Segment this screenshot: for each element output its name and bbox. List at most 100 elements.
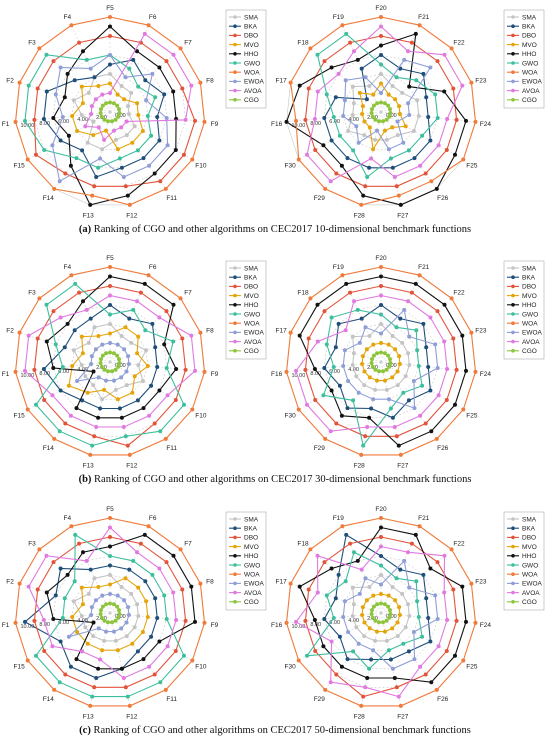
data-point-AVOA — [26, 584, 31, 589]
series-line-GWO — [35, 533, 185, 698]
data-point-HHO — [91, 620, 96, 625]
data-point-BKA — [155, 115, 160, 119]
data-point-EWOA — [100, 342, 105, 347]
data-point-CGO — [98, 361, 103, 365]
series-line-EWOA — [342, 59, 432, 150]
data-point-HHO — [152, 171, 157, 176]
data-point-GWO — [337, 133, 342, 138]
data-point-AVOA — [147, 664, 152, 669]
series-DBO — [32, 284, 188, 448]
series-EWOA — [50, 53, 170, 184]
legend-marker — [233, 79, 237, 84]
legend-marker — [511, 61, 515, 65]
data-point-MVO — [145, 364, 150, 368]
data-point-MVO — [75, 129, 80, 133]
data-point-BKA — [119, 165, 124, 170]
data-point-HHO — [51, 116, 56, 120]
data-point-DBO — [363, 434, 368, 439]
data-point-SMA — [379, 72, 383, 76]
data-point-CGO — [373, 367, 378, 372]
data-point-EWOA — [411, 630, 416, 634]
data-point-EWOA — [121, 175, 126, 179]
legend-label-DBO: DBO — [522, 284, 536, 291]
data-point-DBO — [306, 336, 311, 341]
data-point-MVO — [104, 128, 108, 133]
data-point-MVO — [379, 592, 383, 596]
data-point-GWO — [44, 302, 49, 307]
axis-label-F22: F22 — [453, 290, 465, 297]
data-point-GWO — [34, 653, 38, 658]
data-point-GWO — [73, 281, 78, 286]
data-point-EWOA — [126, 362, 131, 366]
series-WOA — [284, 516, 478, 708]
axis-label-F2: F2 — [6, 78, 14, 85]
data-point-BKA — [150, 321, 155, 326]
legend-label-DBO: DBO — [522, 33, 536, 40]
data-point-SMA — [367, 585, 372, 589]
data-point-WOA — [469, 330, 474, 335]
data-point-GWO — [60, 616, 65, 620]
data-point-BKA — [98, 406, 103, 411]
data-point-SMA — [411, 129, 416, 133]
data-point-WOA — [198, 581, 203, 586]
data-point-AVOA — [93, 97, 98, 102]
data-point-GWO — [352, 550, 356, 555]
legend-marker — [511, 52, 515, 56]
data-point-DBO — [394, 184, 399, 189]
data-point-EWOA — [75, 379, 80, 383]
data-point-WOA — [296, 658, 301, 663]
data-point-DBO — [51, 309, 56, 314]
legend-marker — [233, 24, 237, 29]
data-point-MVO — [371, 147, 376, 152]
data-point-SMA — [350, 614, 355, 618]
series-AVOA — [26, 525, 179, 680]
axis-label-F16: F16 — [271, 121, 283, 128]
series-SMA — [71, 322, 149, 402]
data-point-BKA — [322, 617, 327, 621]
data-point-HHO — [125, 193, 130, 198]
data-point-BKA — [53, 593, 58, 598]
data-point-MVO — [367, 375, 372, 380]
data-point-EWOA — [124, 620, 129, 625]
axis-label-F18: F18 — [297, 290, 309, 297]
data-point-HHO — [88, 202, 93, 207]
radial-tick-label: 8.00 — [39, 371, 50, 377]
data-point-HHO — [396, 443, 401, 448]
data-point-DBO — [32, 618, 37, 623]
data-point-AVOA — [352, 49, 356, 54]
legend-label-BKA: BKA — [244, 275, 258, 282]
legend-marker — [233, 554, 237, 558]
data-point-MVO — [115, 147, 120, 152]
data-point-EWOA — [88, 66, 93, 71]
data-point-DBO — [180, 336, 185, 341]
series-EWOA — [341, 57, 433, 152]
data-point-HHO — [434, 186, 439, 191]
axis-label-F17: F17 — [275, 579, 287, 586]
data-point-AVOA — [121, 676, 126, 680]
data-point-CGO — [115, 604, 120, 609]
legend-label-DBO: DBO — [244, 284, 258, 291]
data-point-MVO — [70, 615, 75, 619]
data-point-CGO — [102, 618, 107, 623]
data-point-DBO — [51, 59, 56, 64]
data-point-WOA — [398, 452, 403, 457]
legend: SMA BKA DBO MVO HHO GWO WOA EWOA AVOA CGO — [503, 9, 545, 109]
axis-label-F20: F20 — [375, 5, 387, 12]
data-point-SMA — [113, 137, 118, 142]
data-point-EWOA — [363, 576, 368, 581]
data-point-GWO — [343, 579, 348, 584]
data-point-HHO — [315, 302, 320, 307]
data-point-AVOA — [392, 175, 397, 179]
legend-marker — [511, 303, 515, 307]
data-point-SMA — [390, 585, 395, 589]
data-point-EWOA — [428, 65, 433, 70]
data-point-BKA — [141, 156, 146, 161]
data-point-DBO — [182, 152, 186, 157]
data-point-EWOA — [93, 598, 98, 603]
data-point-GWO — [62, 596, 67, 601]
data-point-WOA — [202, 369, 207, 374]
axis-label-F8: F8 — [206, 328, 214, 335]
data-point-HHO — [142, 532, 147, 537]
data-point-SMA — [83, 625, 88, 630]
data-point-BKA — [428, 138, 433, 143]
